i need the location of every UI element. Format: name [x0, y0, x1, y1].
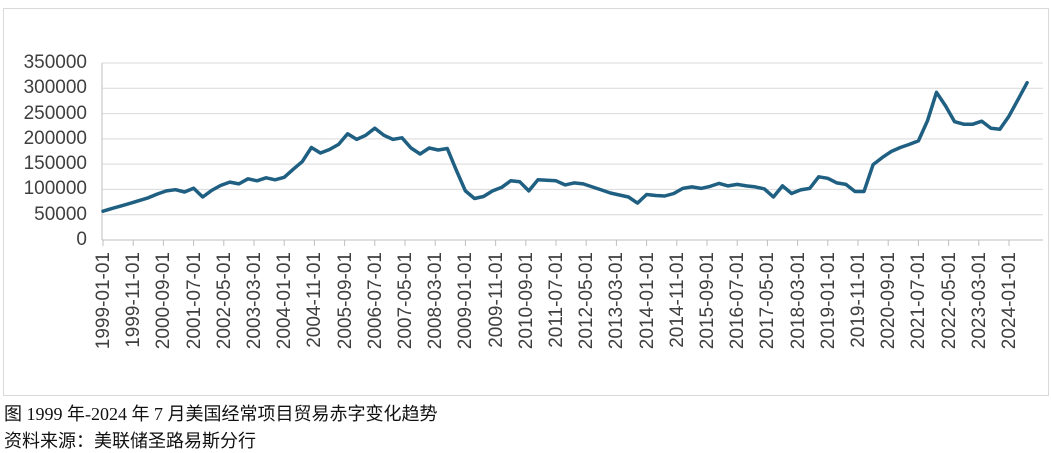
- figure-caption: 图 1999 年-2024 年 7 月美国经常项目贸易赤字变化趋势 资料来源：美…: [4, 401, 438, 453]
- chart-border-box: [3, 8, 1049, 396]
- x-axis-tick-label: 2009-11-01: [485, 252, 507, 348]
- caption-title: 图 1999 年-2024 年 7 月美国经常项目贸易赤字变化趋势: [4, 404, 438, 424]
- y-axis-tick-label: 350000: [23, 52, 87, 73]
- x-axis-tick-label: 2020-09-01: [878, 252, 900, 350]
- x-axis-tick-label: 2005-09-01: [334, 252, 356, 350]
- x-axis-tick-label: 1999-01-01: [93, 252, 114, 350]
- x-axis-tick-label: 2010-09-01: [515, 252, 537, 350]
- x-axis-tick-label: 2003-03-01: [244, 252, 265, 350]
- y-axis-tick-label: 100000: [23, 178, 87, 200]
- y-axis-tick-label: 0: [76, 229, 87, 250]
- x-axis-tick-label: 2021-07-01: [908, 252, 930, 350]
- y-axis-tick-label: 250000: [23, 102, 87, 124]
- x-axis-tick-label: 2012-05-01: [576, 252, 598, 350]
- caption-source: 资料来源：美联储圣路易斯分行: [4, 431, 256, 451]
- x-axis-tick-label: 1999-11-01: [123, 252, 145, 348]
- y-axis-tick-label: 200000: [23, 127, 87, 149]
- x-axis-tick-label: 2006-07-01: [364, 252, 386, 350]
- x-axis-tick-label: 2016-07-01: [727, 252, 749, 350]
- deficit-trend-line: [101, 80, 1029, 213]
- x-axis-tick-label: 2009-01-01: [455, 252, 477, 350]
- x-axis-tick-label: 2004-11-01: [304, 252, 326, 348]
- x-axis-tick-label: 2013-03-01: [606, 252, 628, 350]
- x-axis-tick-label: 2014-11-01: [666, 252, 688, 348]
- x-axis-tick-label: 2015-09-01: [697, 252, 718, 350]
- x-axis-tick-label: 2001-07-01: [183, 252, 205, 350]
- x-axis-tick-label: 2023-03-01: [968, 252, 990, 350]
- x-axis-tick-label: 2019-01-01: [817, 252, 839, 350]
- x-axis-tick-label: 2024-01-01: [999, 252, 1020, 350]
- y-axis-tick-label: 300000: [23, 77, 87, 99]
- x-axis-tick-label: 2017-05-01: [757, 252, 779, 350]
- x-axis-tick-label: 2022-05-01: [938, 252, 960, 350]
- x-axis-tick-label: 2007-05-01: [395, 252, 416, 350]
- x-axis-tick-label: 2002-05-01: [213, 252, 235, 350]
- x-axis-tick-label: 2000-09-01: [153, 252, 175, 350]
- x-axis-tick-label: 2014-01-01: [636, 252, 658, 350]
- y-axis-tick-label: 50000: [34, 203, 87, 225]
- y-axis-tick-label: 150000: [23, 153, 87, 175]
- x-axis-tick-label: 2019-11-01: [848, 252, 869, 348]
- x-axis-tick-label: 2004-01-01: [274, 252, 296, 350]
- x-axis-tick-label: 2011-07-01: [546, 252, 567, 348]
- x-axis-tick-label: 2008-03-01: [425, 252, 447, 350]
- x-axis-tick-label: 2018-03-01: [787, 252, 809, 350]
